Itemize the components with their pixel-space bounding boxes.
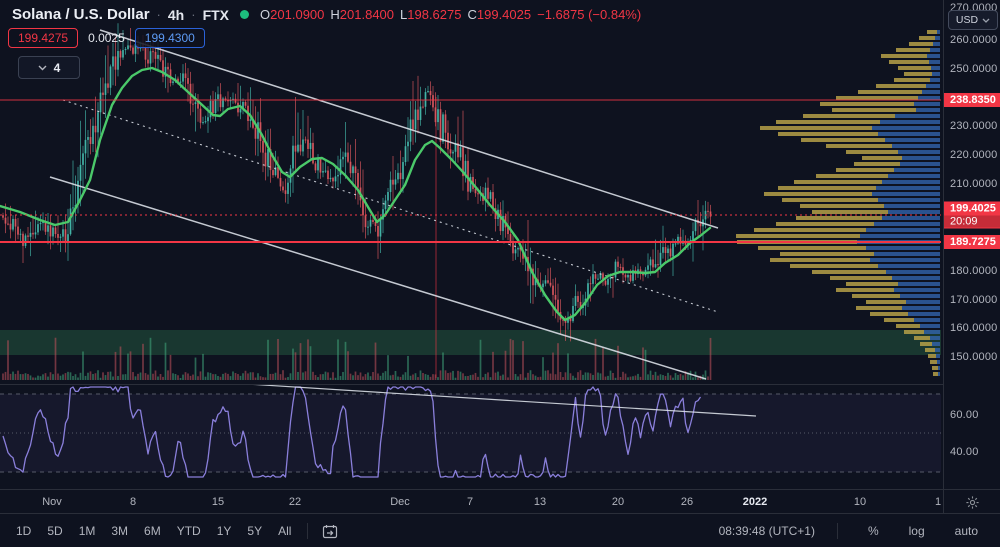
time-tick-label: 20	[612, 496, 624, 508]
candles	[2, 23, 711, 341]
price-pane-canvas[interactable]	[0, 0, 943, 384]
time-tick-label: 7	[467, 496, 473, 508]
bottom-toolbar: 1D5D1M3M6MYTD1Y5YAll 08:39:48 (UTC+1) % …	[0, 513, 1000, 547]
range-button-5y[interactable]: 5Y	[240, 521, 269, 541]
price-tick-label: 170.0000	[944, 294, 1000, 306]
range-button-6m[interactable]: 6M	[137, 521, 168, 541]
scale-settings-corner	[943, 489, 1000, 514]
level-price-badge: 238.8350	[944, 93, 1000, 107]
time-tick-label: 2022	[743, 496, 767, 508]
price-tick-label: 220.0000	[944, 149, 1000, 161]
range-button-all[interactable]: All	[271, 521, 298, 541]
price-tick-label: 160.0000	[944, 322, 1000, 334]
range-button-5d[interactable]: 5D	[40, 521, 69, 541]
price-scale[interactable]: 270.0000260.0000250.0000230.0000220.0000…	[943, 0, 1000, 489]
bar-countdown: 20:09	[944, 216, 1000, 228]
price-tick-label: 150.0000	[944, 351, 1000, 363]
percent-scale-button[interactable]: %	[861, 521, 886, 541]
range-button-1y[interactable]: 1Y	[210, 521, 239, 541]
log-scale-button[interactable]: log	[902, 521, 932, 541]
currency-label: USD	[956, 14, 978, 26]
symbol-header: Solana / U.S. Dollar · 4h · FTX O201.090…	[12, 6, 641, 23]
chevron-down-icon	[982, 18, 990, 23]
trendline-channel-top[interactable]	[100, 30, 718, 228]
rsi-tick-label: 40.00	[944, 446, 1000, 458]
calendar-icon	[322, 524, 338, 539]
time-tick-label: Dec	[390, 496, 410, 508]
rsi-pane-canvas[interactable]	[0, 385, 943, 489]
spread-value: 0.0025	[88, 31, 125, 45]
time-tick-label: 26	[681, 496, 693, 508]
ohlc-readout: O201.0900 H201.8400 L198.6275 C199.4025 …	[260, 7, 641, 22]
change-readout: −1.6875 (−0.84%)	[537, 7, 641, 22]
indicator-count: 4	[54, 61, 61, 75]
range-button-1d[interactable]: 1D	[9, 521, 38, 541]
volume-profile	[736, 30, 940, 376]
time-tick-label: 8	[130, 496, 136, 508]
time-tick-label: Nov	[42, 496, 62, 508]
go-to-date-button[interactable]	[316, 522, 344, 541]
toolbar-divider	[837, 523, 838, 539]
price-tick-label: 180.0000	[944, 265, 1000, 277]
currency-unit-button[interactable]: USD	[948, 10, 998, 30]
time-tick-label: 22	[289, 496, 301, 508]
range-button-3m[interactable]: 3M	[104, 521, 135, 541]
range-button-ytd[interactable]: YTD	[170, 521, 208, 541]
buy-ask-button[interactable]: 199.4300	[135, 28, 205, 48]
rsi-band-fill	[0, 394, 941, 472]
price-tick-label: 210.0000	[944, 178, 1000, 190]
auto-scale-button[interactable]: auto	[948, 521, 985, 541]
chart-window: Solana / U.S. Dollar · 4h · FTX O201.090…	[0, 0, 1000, 547]
pane-separator[interactable]	[0, 384, 943, 385]
symbol-name[interactable]: Solana / U.S. Dollar	[12, 6, 150, 23]
chevron-down-icon	[38, 65, 47, 71]
time-tick-label: 15	[212, 496, 224, 508]
current-price-badge: 199.402520:09	[944, 202, 1000, 229]
time-tick-label: 1	[935, 496, 941, 508]
quote-row: 199.4275 0.0025 199.4300	[8, 28, 205, 48]
exchange-label: FTX	[203, 7, 229, 23]
time-tick-label: 13	[534, 496, 546, 508]
price-tick-label: 250.0000	[944, 63, 1000, 75]
rsi-tick-label: 60.00	[944, 409, 1000, 421]
collapse-indicators-button[interactable]: 4	[18, 56, 80, 79]
sell-bid-button[interactable]: 199.4275	[8, 28, 78, 48]
separator-dot: ·	[191, 7, 195, 22]
price-tick-label: 260.0000	[944, 34, 1000, 46]
level-price-badge: 189.7275	[944, 235, 1000, 249]
clock-label[interactable]: 08:39:48 (UTC+1)	[719, 524, 815, 538]
separator-dot: ·	[157, 7, 161, 22]
time-tick-label: 10	[854, 496, 866, 508]
range-button-1m[interactable]: 1M	[72, 521, 103, 541]
interval-label[interactable]: 4h	[168, 7, 184, 23]
time-scale[interactable]: Nov 8 15 22 Dec 7 13 20 26 2022 10 1	[0, 489, 943, 514]
gear-icon[interactable]	[965, 495, 980, 510]
price-tick-label: 230.0000	[944, 120, 1000, 132]
toolbar-divider	[307, 523, 308, 539]
market-status-icon	[240, 10, 249, 19]
support-zone	[0, 330, 941, 355]
